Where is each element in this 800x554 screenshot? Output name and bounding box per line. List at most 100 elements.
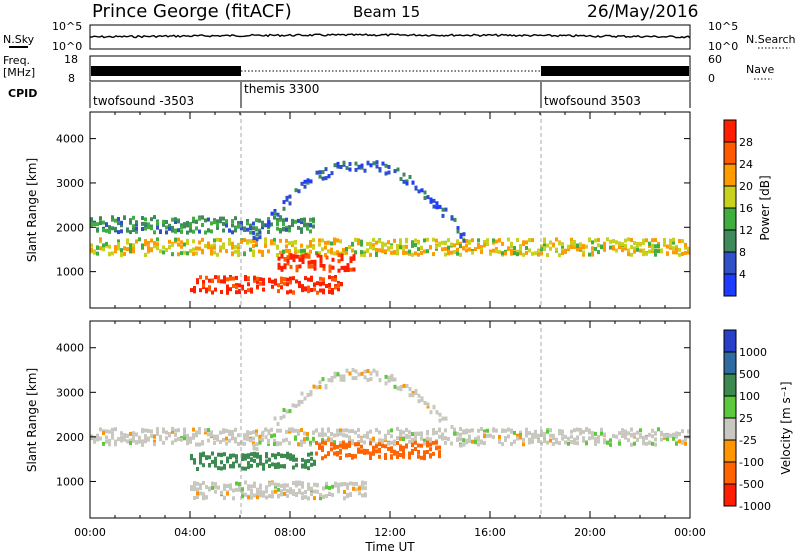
heatmap-cell xyxy=(261,223,265,228)
heatmap-cell xyxy=(340,257,344,262)
heatmap-cell xyxy=(277,289,280,294)
heatmap-cell xyxy=(310,486,313,491)
heatmap-cell xyxy=(316,489,319,494)
heatmap-cell xyxy=(543,439,546,443)
heatmap-cell xyxy=(237,245,240,249)
heatmap-cell xyxy=(564,249,567,254)
heatmap-cell xyxy=(304,464,307,469)
heatmap-cell xyxy=(624,429,627,434)
heatmap-cell xyxy=(366,378,370,382)
heatmap-cell xyxy=(531,432,534,437)
heatmap-cell xyxy=(256,276,259,281)
heatmap-cell xyxy=(108,225,111,230)
heatmap-cell xyxy=(364,486,367,491)
heatmap-cell xyxy=(138,439,141,444)
heatmap-cell xyxy=(447,437,450,441)
heatmap-cell xyxy=(129,249,132,254)
heatmap-cell xyxy=(432,404,436,409)
heatmap-cell xyxy=(319,276,322,281)
heatmap-cell xyxy=(300,399,304,404)
heatmap-cell xyxy=(235,275,238,280)
heatmap-cell xyxy=(135,226,138,231)
heatmap-cell xyxy=(162,219,165,224)
heatmap-cell xyxy=(264,243,267,248)
heatmap-cell xyxy=(229,276,232,281)
heatmap-cell xyxy=(111,215,114,220)
heatmap-cell xyxy=(543,237,546,242)
heatmap-cell xyxy=(624,435,627,440)
heatmap-cell xyxy=(225,441,228,446)
heatmap-cell xyxy=(456,436,460,441)
heatmap-cell xyxy=(141,243,144,248)
heatmap-cell xyxy=(205,275,208,280)
heatmap-cell xyxy=(364,493,367,498)
heatmap-cell xyxy=(480,245,483,250)
heatmap-cell xyxy=(171,228,174,233)
heatmap-cell xyxy=(361,480,364,485)
heatmap-cell xyxy=(243,436,246,441)
heatmap-cell xyxy=(429,437,432,442)
x-tick-label: 00:00 xyxy=(674,526,706,539)
heatmap-cell xyxy=(378,239,381,244)
heatmap-cell xyxy=(375,160,379,165)
heatmap-cell xyxy=(255,240,258,245)
heatmap-cell xyxy=(360,371,364,376)
heatmap-cell xyxy=(177,428,180,433)
heatmap-cell xyxy=(384,453,387,457)
heatmap-cell xyxy=(105,435,108,440)
heatmap-cell xyxy=(396,244,399,248)
heatmap-cell xyxy=(378,454,381,459)
heatmap-cell xyxy=(423,456,426,461)
heatmap-cell xyxy=(618,241,621,246)
y-tick-label: 1000 xyxy=(56,475,84,488)
colorbar-swatch xyxy=(724,352,736,374)
heatmap-cell xyxy=(471,238,474,243)
heatmap-cell xyxy=(495,247,498,252)
heatmap-cell xyxy=(327,240,330,245)
heatmap-cell xyxy=(363,448,366,453)
heatmap-cell xyxy=(213,220,216,225)
heatmap-cell xyxy=(259,457,262,462)
heatmap-cell xyxy=(339,428,342,433)
heatmap-cell xyxy=(492,238,495,243)
power-ylabel: Slant Range [km] xyxy=(25,158,39,262)
heatmap-cell xyxy=(672,432,675,437)
heatmap-cell xyxy=(193,460,196,465)
heatmap-cell xyxy=(192,433,195,437)
nave-label: Nave xyxy=(746,63,774,76)
heatmap-cell xyxy=(510,442,513,446)
heatmap-cell xyxy=(366,248,369,253)
heatmap-cell xyxy=(384,444,387,449)
heatmap-cell xyxy=(229,287,232,292)
heatmap-cell xyxy=(375,449,378,454)
heatmap-cell xyxy=(477,245,480,250)
heatmap-cell xyxy=(423,238,426,243)
noise-tick-right-low: 10^0 xyxy=(708,40,738,53)
heatmap-cell xyxy=(303,431,306,436)
heatmap-cell xyxy=(120,229,123,234)
heatmap-cell xyxy=(147,436,150,441)
heatmap-cell xyxy=(378,378,382,383)
heatmap-cell xyxy=(606,237,609,242)
heatmap-cell xyxy=(346,263,350,268)
heatmap-cell xyxy=(348,440,351,445)
heatmap-cell xyxy=(561,248,564,253)
heatmap-cell xyxy=(300,229,303,234)
heatmap-cell xyxy=(261,249,264,254)
heatmap-cell xyxy=(480,440,483,445)
heatmap-cell xyxy=(417,399,421,404)
heatmap-cell xyxy=(294,436,297,441)
heatmap-cell xyxy=(675,431,678,436)
heatmap-cell xyxy=(444,440,447,445)
heatmap-cell xyxy=(117,221,120,226)
heatmap-cell xyxy=(180,437,183,442)
heatmap-cell xyxy=(193,289,196,294)
heatmap-cell xyxy=(247,486,250,491)
heatmap-cell xyxy=(214,460,217,465)
heatmap-cell xyxy=(570,429,573,434)
heatmap-cell xyxy=(495,249,498,254)
heatmap-cell xyxy=(495,239,498,244)
heatmap-cell xyxy=(223,275,226,280)
heatmap-cell xyxy=(309,223,312,228)
heatmap-cell xyxy=(432,252,435,257)
